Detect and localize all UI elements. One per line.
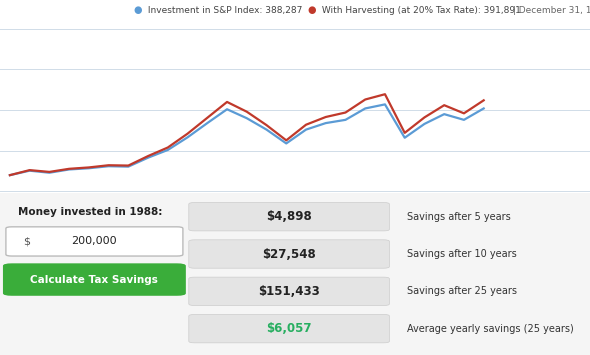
- Text: Calculate Tax Savings: Calculate Tax Savings: [31, 274, 158, 285]
- Text: $151,433: $151,433: [258, 285, 320, 298]
- Text: ●: ●: [133, 5, 142, 15]
- Text: $27,548: $27,548: [262, 247, 316, 261]
- FancyBboxPatch shape: [6, 227, 183, 256]
- FancyBboxPatch shape: [189, 315, 389, 343]
- Text: Investment in S&P Index: 388,287: Investment in S&P Index: 388,287: [145, 6, 302, 15]
- Text: | December 31, 1991: | December 31, 1991: [510, 6, 590, 15]
- FancyBboxPatch shape: [3, 263, 186, 296]
- Text: Savings after 25 years: Savings after 25 years: [407, 286, 517, 296]
- Text: Average yearly savings (25 years): Average yearly savings (25 years): [407, 324, 574, 334]
- Text: Money invested in 1988:: Money invested in 1988:: [18, 207, 162, 217]
- Text: Savings after 10 years: Savings after 10 years: [407, 249, 517, 259]
- Text: $4,898: $4,898: [266, 210, 312, 223]
- FancyBboxPatch shape: [189, 240, 389, 268]
- Text: $6,057: $6,057: [266, 322, 312, 335]
- Text: Savings after 5 years: Savings after 5 years: [407, 212, 511, 222]
- Text: ●: ●: [307, 5, 316, 15]
- Text: With Harvesting (at 20% Tax Rate): 391,891: With Harvesting (at 20% Tax Rate): 391,8…: [319, 6, 520, 15]
- Text: 200,000: 200,000: [71, 236, 117, 246]
- FancyBboxPatch shape: [189, 277, 389, 306]
- FancyBboxPatch shape: [189, 202, 389, 231]
- Text: $: $: [24, 236, 31, 246]
